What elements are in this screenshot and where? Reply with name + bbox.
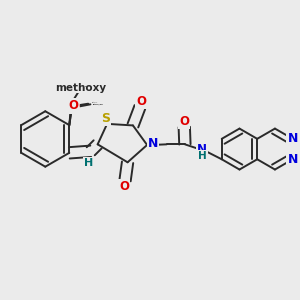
Text: O: O [69,100,79,113]
Text: H: H [198,151,207,161]
Text: O: O [66,99,76,109]
Text: O: O [136,95,146,108]
Text: S: S [101,112,110,125]
Text: O: O [68,99,78,112]
Text: methoxy_label: methoxy_label [93,103,104,105]
Text: N: N [288,132,298,145]
Text: methoxy: methoxy [84,85,91,87]
Text: N: N [148,137,158,150]
Text: N: N [288,153,298,166]
Text: O: O [179,115,189,128]
Text: O: O [119,180,129,193]
Text: H: H [84,158,93,168]
Text: methoxy: methoxy [55,82,106,93]
Text: methoxy: methoxy [92,101,98,103]
Text: N: N [197,142,207,156]
